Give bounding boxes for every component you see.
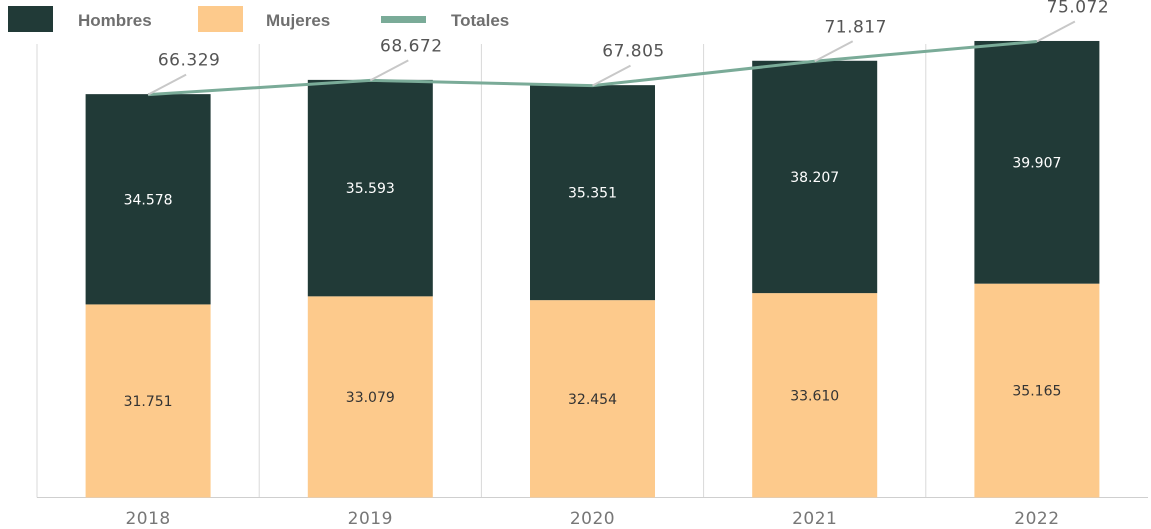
legend-swatch-hombres: [8, 6, 53, 32]
leader-line-2019: [369, 59, 409, 82]
bar-mujeres-2022: [974, 283, 1100, 498]
x-tick-label-2021: 2021: [792, 509, 837, 529]
totals-line-layer: 66.329 68.672 67.805 71.817 75.072: [147, 0, 1109, 97]
total-label-2022: 75.072: [1047, 0, 1109, 17]
leader-line-2022: [1036, 20, 1076, 43]
bars: 31.751 34.578 33.079 35.593 32.454 35.351 33.6…: [85, 40, 1100, 498]
bar-mujeres-2020: [530, 300, 655, 498]
total-label-2019: 68.672: [380, 36, 442, 56]
bar-hombres-2021: [752, 60, 878, 294]
legend-label-mujeres: Mujeres: [266, 11, 330, 30]
legend-swatch-mujeres: [198, 6, 243, 32]
x-tick-label-2019: 2019: [348, 509, 393, 529]
data-label-mujeres-2021: 33.610: [790, 388, 839, 404]
data-label-hombres-2021: 38.207: [790, 170, 839, 186]
data-label-mujeres-2019: 33.079: [346, 390, 395, 406]
totals-line: [148, 39, 1038, 97]
bar-mujeres-2021: [752, 293, 878, 498]
total-label-2020: 67.805: [602, 42, 664, 62]
x-tick-label-2020: 2020: [570, 509, 615, 529]
x-axis-ticks: 2018 2019 2020 2021 2022: [125, 509, 1059, 529]
leader-line-2018: [147, 73, 187, 96]
legend-label-hombres: Hombres: [78, 11, 152, 30]
total-label-2018: 66.329: [158, 51, 220, 71]
bar-mujeres-2019: [307, 296, 433, 498]
leader-line-2021: [814, 40, 854, 63]
bar-hombres-2022: [974, 40, 1100, 284]
data-label-hombres-2020: 35.351: [568, 186, 617, 202]
leader-line-2020: [592, 64, 631, 87]
bar-mujeres-2018: [85, 304, 211, 498]
bar-hombres-2019: [307, 79, 433, 297]
legend-swatch-totales: [381, 16, 426, 23]
bar-hombres-2018: [85, 94, 211, 305]
data-label-hombres-2022: 39.907: [1012, 155, 1061, 171]
legend: Hombres Mujeres Totales: [8, 6, 509, 32]
data-label-hombres-2019: 35.593: [346, 181, 395, 197]
data-label-mujeres-2020: 32.454: [568, 392, 617, 408]
x-tick-label-2018: 2018: [125, 509, 170, 529]
bar-hombres-2020: [530, 85, 655, 301]
data-label-mujeres-2018: 31.751: [124, 394, 173, 410]
total-label-2021: 71.817: [824, 17, 886, 37]
data-label-hombres-2018: 34.578: [124, 192, 173, 208]
legend-label-totales: Totales: [451, 11, 509, 30]
x-tick-label-2022: 2022: [1014, 509, 1059, 529]
data-label-mujeres-2022: 35.165: [1012, 384, 1061, 400]
